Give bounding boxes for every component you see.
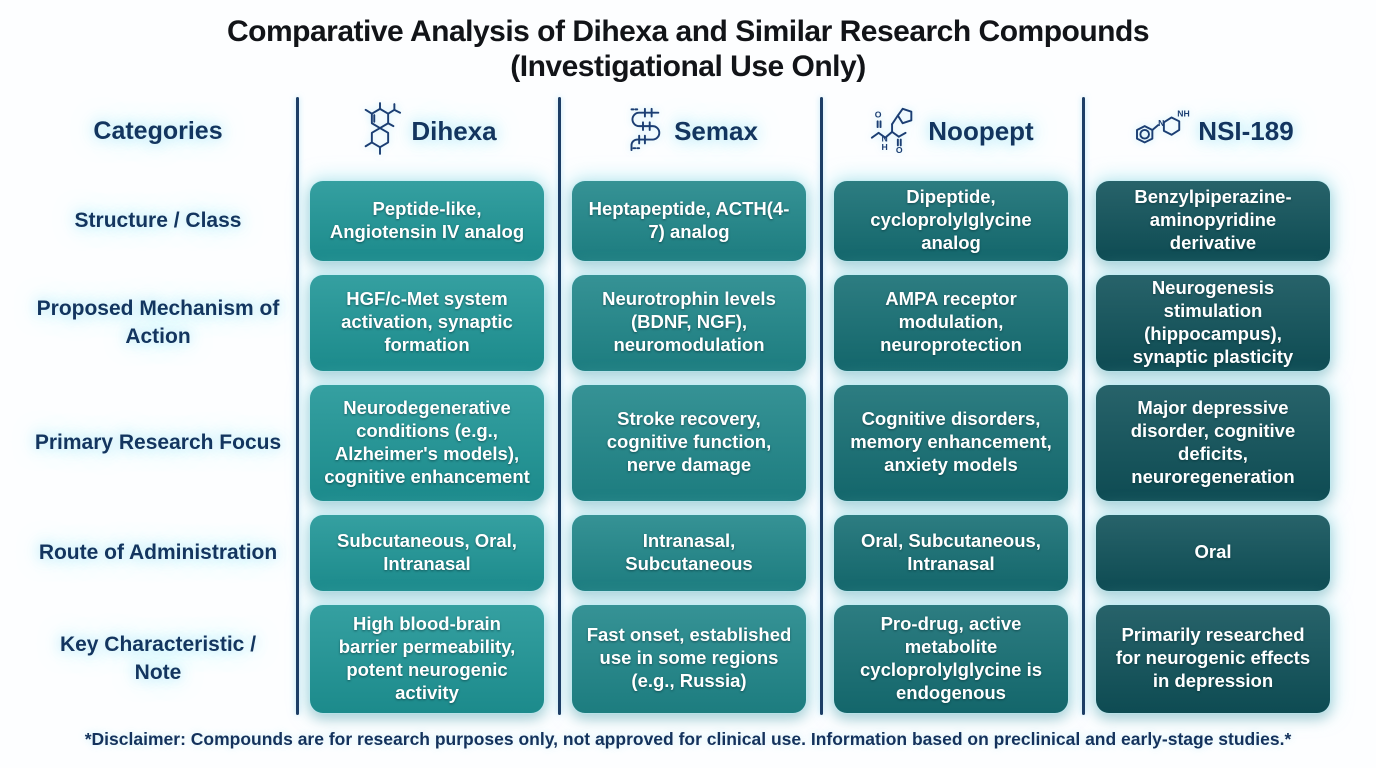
svg-text:N: N [882,134,888,144]
cell-noopept-note: Pro-drug, active metabolite cycloprolylg… [834,604,1068,713]
row-label-mechanism: Proposed Mechanism of Action [36,297,280,348]
column-divider [558,96,561,715]
page-title: Comparative Analysis of Dihexa and Simil… [0,0,1376,85]
column-header-noopept: O N H O Noopept [820,95,1082,169]
column-divider [296,96,299,715]
cell-dihexa-note: High blood-brain barrier permeability, p… [310,604,544,713]
cell-dihexa-focus: Neurodegenerative conditions (e.g., Alzh… [310,384,544,501]
column-header-label: Noopept [928,116,1034,147]
svg-text:H: H [882,142,888,152]
row-label-route: Route of Administration [38,541,278,565]
cell-nsi189-note: Primarily researched for neurogenic effe… [1096,604,1330,713]
column-divider [1082,96,1085,715]
cell-nsi189-route: Oral [1096,514,1330,591]
svg-text:O: O [875,110,882,120]
cell-dihexa-mechanism: HGF/c-Met system activation, synaptic fo… [310,274,544,371]
noopept-structure-icon: O N H O [868,103,920,160]
cell-noopept-route: Oral, Subcutaneous, Intranasal [834,514,1068,591]
dihexa-molecule-icon [357,102,403,161]
column-divider [820,96,823,715]
svg-text:O: O [896,145,903,155]
column-header-label: Semax [674,116,758,147]
cell-nsi189-focus: Major depressive disorder, cognitive def… [1096,384,1330,501]
row-label-research-focus: Primary Research Focus [34,431,282,455]
page-title-line2: (Investigational Use Only) [510,50,866,84]
cell-semax-note: Fast onset, established use in some regi… [572,604,806,713]
comparison-table: Categories Dihexa [20,95,1344,715]
column-header-dihexa: Dihexa [296,95,558,169]
categories-header: Categories [93,117,223,146]
page-title-line1: Comparative Analysis of Dihexa and Simil… [227,15,1150,48]
column-header-semax: Semax [558,95,820,169]
cell-nsi189-mechanism: Neurogenesis stimulation (hippocampus), … [1096,274,1330,371]
cell-dihexa-route: Subcutaneous, Oral, Intranasal [310,514,544,591]
row-label-key-characteristic: Key Characteristic / Note [59,633,257,684]
row-label-structure-class: Structure / Class [74,209,242,233]
cell-dihexa-structure: Peptide-like, Angiotensin IV analog [310,180,544,261]
column-header-label: NSI-189 [1198,116,1294,147]
column-header-label: Dihexa [411,116,497,147]
cell-noopept-structure: Dipeptide, cycloprolylglycine analog [834,180,1068,261]
cell-semax-structure: Heptapeptide, ACTH(4-7) analog [572,180,806,261]
cell-semax-mechanism: Neurotrophin levels (BDNF, NGF), neuromo… [572,274,806,371]
cell-semax-focus: Stroke recovery, cognitive function, ner… [572,384,806,501]
semax-peptide-icon [620,104,666,159]
cell-noopept-focus: Cognitive disorders, memory enhancement,… [834,384,1068,501]
nsi189-structure-icon: N NH [1132,105,1190,158]
cell-noopept-mechanism: AMPA receptor modulation, neuroprotectio… [834,274,1068,371]
svg-text:NH: NH [1178,109,1190,119]
cell-semax-route: Intranasal, Subcutaneous [572,514,806,591]
disclaimer-text: *Disclaimer: Compounds are for research … [84,728,1292,749]
column-header-nsi189: N NH NSI-189 [1082,95,1344,169]
svg-text:N: N [1158,118,1164,128]
cell-nsi189-structure: Benzylpiperazine-aminopyridine derivativ… [1096,180,1330,261]
